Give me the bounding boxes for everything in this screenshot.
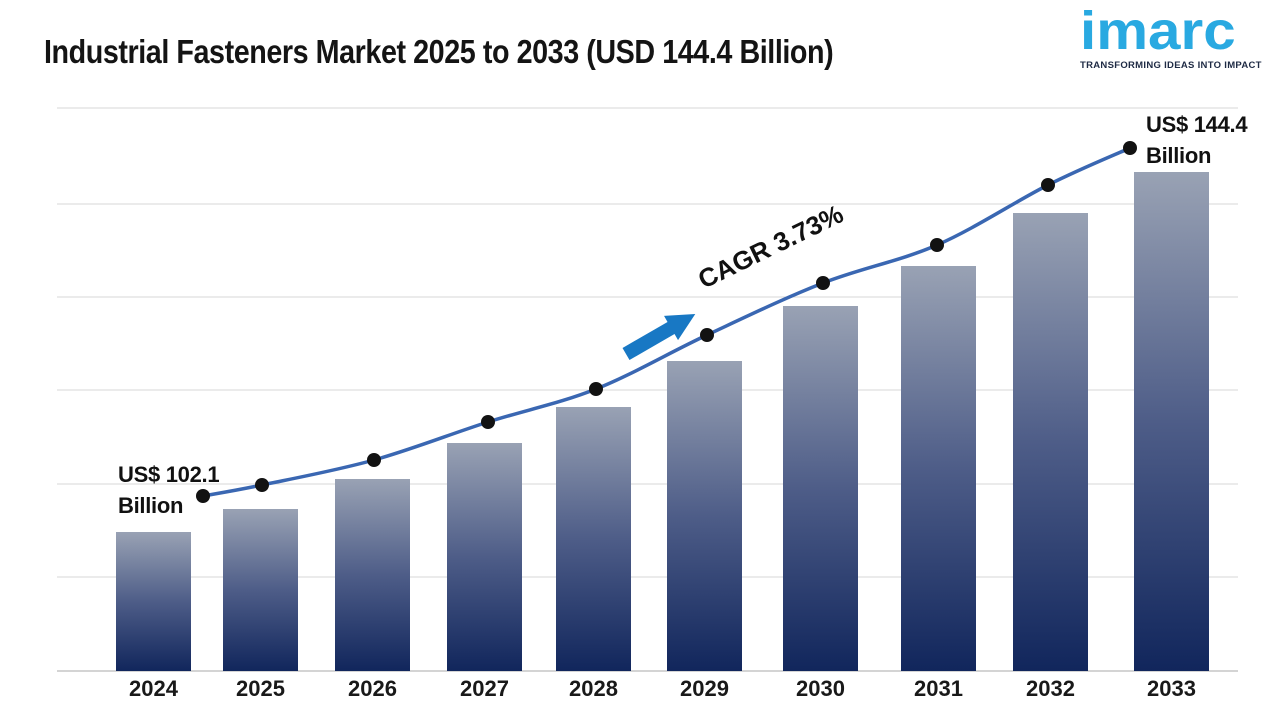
trend-line	[201, 146, 1132, 498]
imarc-tagline: TRANSFORMING IDEAS INTO IMPACT	[1080, 60, 1262, 72]
start-value-label: US$ 102.1 Billion	[118, 462, 220, 518]
line-series	[196, 141, 1137, 503]
imarc-logo: imarc TRANSFORMING IDEAS INTO IMPACT	[1080, 4, 1262, 72]
line-marker-2032	[1041, 178, 1055, 192]
bar-2029	[667, 361, 742, 671]
bar-2027	[447, 443, 522, 671]
x-axis-label-2029: 2029	[680, 676, 729, 701]
x-axis-label-2032: 2032	[1026, 676, 1075, 701]
line-marker-2029	[700, 328, 714, 342]
x-axis-label-2026: 2026	[348, 676, 397, 701]
bar-2026	[335, 479, 410, 671]
x-axis-label-2027: 2027	[460, 676, 509, 701]
bar-2028	[556, 407, 631, 671]
line-marker-2033	[1123, 141, 1137, 155]
growth-arrow-icon	[622, 314, 696, 361]
bar-2032	[1013, 213, 1088, 671]
bar-series	[116, 172, 1209, 671]
line-marker-2026	[367, 453, 381, 467]
bar-2025	[223, 509, 298, 671]
chart-title: Industrial Fasteners Market 2025 to 2033…	[44, 33, 834, 70]
line-marker-2028	[589, 382, 603, 396]
bar-2030	[783, 306, 858, 671]
x-axis-label-2031: 2031	[914, 676, 963, 701]
line-marker-2030	[816, 276, 830, 290]
bar-2031	[901, 266, 976, 671]
x-axis-label-2030: 2030	[796, 676, 845, 701]
bar-2033	[1134, 172, 1209, 671]
imarc-wordmark: imarc	[1080, 1, 1236, 61]
x-axis-label-2024: 2024	[129, 676, 178, 701]
line-marker-2027	[481, 415, 495, 429]
end-value-label: US$ 144.4 Billion	[1146, 112, 1248, 168]
x-axis-label-2025: 2025	[236, 676, 285, 701]
bar-2024	[116, 532, 191, 671]
line-marker-2024	[196, 489, 210, 503]
x-axis-label-2028: 2028	[569, 676, 618, 701]
line-marker-2031	[930, 238, 944, 252]
x-axis-label-2033: 2033	[1147, 676, 1196, 701]
line-marker-2025	[255, 478, 269, 492]
